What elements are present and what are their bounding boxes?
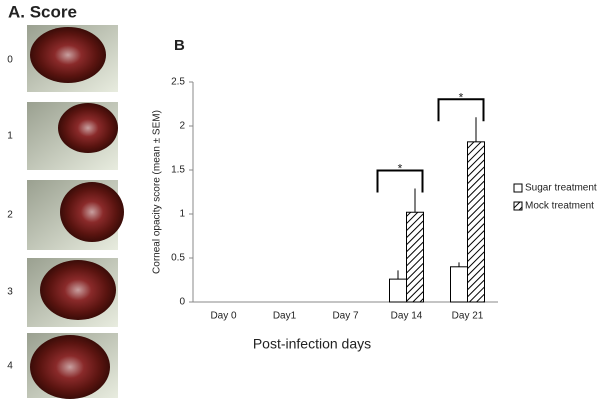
x-tick-label: Day 7 bbox=[332, 311, 359, 322]
bar bbox=[389, 278, 407, 303]
y-tick-label: 1.5 bbox=[171, 165, 185, 176]
legend-label: Mock treatment bbox=[525, 201, 594, 212]
panel-b-label: B bbox=[174, 37, 185, 54]
score-label: 4 bbox=[7, 361, 13, 372]
x-axis-title: Post-infection days bbox=[253, 336, 371, 352]
eye-photos bbox=[27, 25, 124, 399]
x-tick-label: Day1 bbox=[273, 311, 297, 322]
bar bbox=[467, 141, 485, 303]
y-tick-label: 1 bbox=[179, 209, 185, 220]
significance-label: * bbox=[398, 162, 403, 176]
x-tick-label: Day 0 bbox=[210, 311, 237, 322]
legend-swatch bbox=[513, 201, 523, 211]
y-tick-label: 2.5 bbox=[171, 77, 185, 88]
significance-label: * bbox=[459, 90, 464, 104]
bar bbox=[406, 211, 424, 303]
score-label: 0 bbox=[7, 55, 13, 66]
x-tick-label: Day 14 bbox=[391, 311, 423, 322]
legend-label: Sugar treatment bbox=[525, 183, 597, 194]
score-label: 3 bbox=[7, 287, 13, 298]
y-axis-title: Corneal opacity score (mean ± SEM) bbox=[152, 110, 163, 274]
significance-bracket bbox=[437, 98, 485, 122]
y-tick-label: 0 bbox=[179, 297, 185, 308]
legend-swatch bbox=[513, 183, 523, 193]
significance-bracket bbox=[376, 169, 424, 193]
bar bbox=[450, 266, 468, 303]
x-tick-label: Day 21 bbox=[452, 311, 484, 322]
score-label: 1 bbox=[7, 131, 13, 142]
y-tick-label: 0.5 bbox=[171, 253, 185, 264]
y-tick-label: 2 bbox=[179, 121, 185, 132]
panel-a-title: A. Score bbox=[8, 2, 77, 21]
score-label: 2 bbox=[7, 210, 13, 221]
